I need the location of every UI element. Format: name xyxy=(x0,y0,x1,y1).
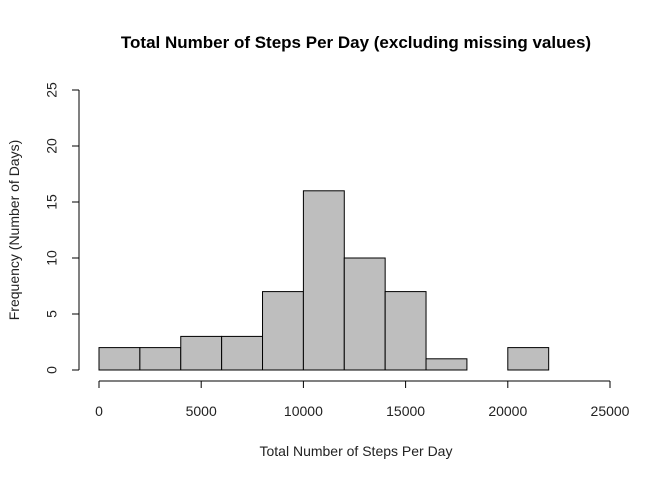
y-axis: 0 5 10 15 20 25 xyxy=(44,82,80,374)
histogram-bar xyxy=(302,190,345,371)
x-axis: 0 5000 10000 15000 20000 25000 xyxy=(95,380,630,419)
histogram-bar xyxy=(507,347,550,371)
bars-group xyxy=(98,190,550,371)
histogram-bar xyxy=(221,335,264,371)
x-tick-label: 5000 xyxy=(186,403,217,419)
y-tick-label: 25 xyxy=(44,82,60,98)
histogram-bar xyxy=(262,291,304,371)
histogram-bar xyxy=(180,335,223,371)
histogram-bar xyxy=(384,291,427,371)
histogram-bar xyxy=(425,358,468,371)
histogram-bar xyxy=(343,257,386,371)
y-tick-label: 0 xyxy=(44,366,60,374)
y-tick-label: 10 xyxy=(44,250,60,266)
y-tick-label: 15 xyxy=(44,194,60,210)
histogram-bar xyxy=(139,347,182,371)
x-tick-label: 25000 xyxy=(591,403,630,419)
x-tick-label: 0 xyxy=(95,403,103,419)
chart-title: Total Number of Steps Per Day (excluding… xyxy=(121,33,591,52)
x-tick-label: 10000 xyxy=(284,403,323,419)
y-axis-label: Frequency (Number of Days) xyxy=(6,140,22,321)
histogram-bar xyxy=(98,347,141,371)
x-axis-label: Total Number of Steps Per Day xyxy=(260,443,453,459)
x-tick-label: 20000 xyxy=(488,403,527,419)
y-tick-label: 5 xyxy=(44,310,60,318)
x-tick-label: 15000 xyxy=(386,403,425,419)
y-tick-label: 20 xyxy=(44,138,60,154)
